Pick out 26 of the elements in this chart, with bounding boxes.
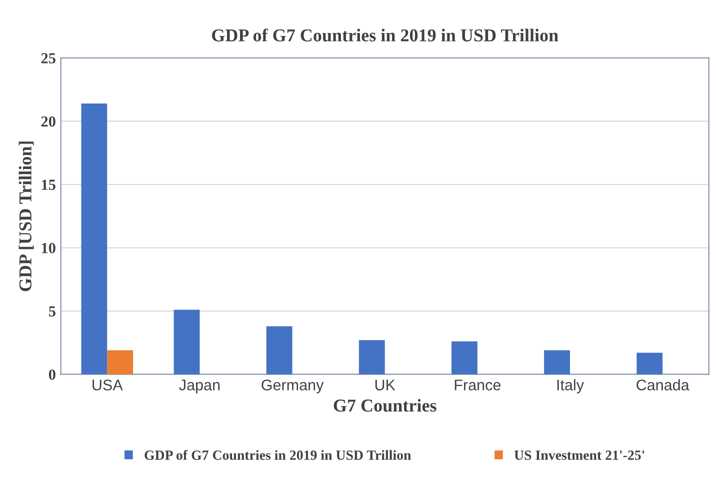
x-tick-label: UK [375,380,396,390]
x-tick-label: Italy [557,379,584,394]
y-tick-label: 0 [48,369,56,380]
bar [81,104,108,374]
x-tick-label: Canada [636,379,690,390]
y-tick-label: 20 [41,116,56,127]
chart-title: GDP of G7 Countries in 2019 in USD Trillion [212,28,558,42]
y-axis-title: GDP [USD Trillion] [18,142,34,292]
bar [452,341,478,374]
y-tick-label: 10 [42,242,56,254]
x-tick-label: Germany [262,380,324,394]
legend-label: US Investment 21'-25' [514,450,644,460]
x-tick-label: France [454,380,501,390]
bar [107,350,134,374]
x-tick-label: USA [92,380,123,390]
bar [544,350,570,374]
bar [636,352,663,374]
bar [174,310,200,374]
legend-label: GDP of G7 Countries in 2019 in USD Trillion [144,450,412,460]
y-tick-label: 5 [48,306,56,317]
bar [266,326,292,374]
y-tick-label: 15 [42,180,56,190]
y-tick-label: 25 [41,53,56,64]
x-tick-label: Japan [179,380,220,394]
bar [358,340,385,374]
x-axis-title: G7 Countries [334,398,436,412]
